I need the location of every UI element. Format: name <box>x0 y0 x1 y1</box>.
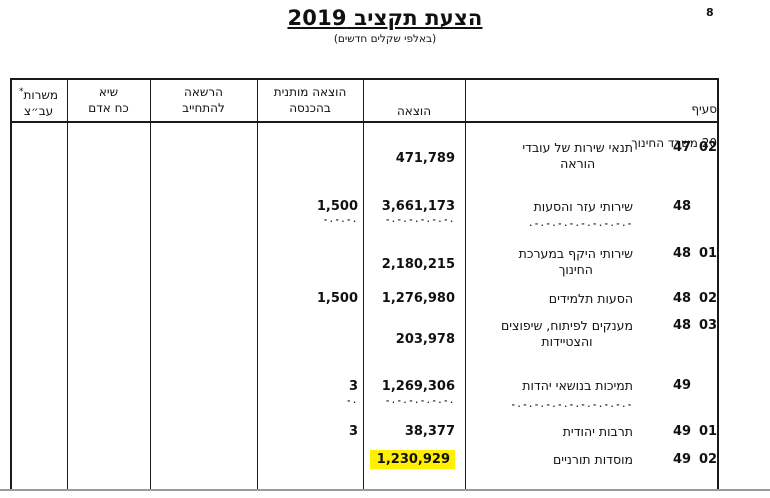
header-ministry: 20 משרד החינוך <box>631 136 717 150</box>
row-chapter: 48 <box>673 318 692 333</box>
row-expense: 1,269,306 <box>381 379 455 394</box>
row-expense: 1,276,980 <box>381 291 455 306</box>
header-positions-word: משרות <box>23 88 59 102</box>
row-name: שירותי עזר והסעות <box>533 199 633 214</box>
row-name: תמיכות בנושאי יהדות <box>522 378 633 393</box>
row-conditional-dashes: -. <box>346 396 358 405</box>
header-positions-line2: עב״צ <box>23 104 54 118</box>
row-expense: 3,661,173 <box>381 199 455 214</box>
header-manpower-line2: כח אדם <box>88 101 129 115</box>
row-program: 03 <box>699 318 718 333</box>
row-chapter: 47 <box>673 140 692 155</box>
row-program: 02 <box>699 140 718 155</box>
table-column-divider <box>67 80 68 490</box>
row-expense: 471,789 <box>395 151 455 166</box>
row-name: מוסדות תורניים <box>553 452 633 467</box>
header-manpower-line1: שיא <box>98 85 119 99</box>
row-chapter: 48 <box>673 199 692 214</box>
footnote-asterisk: * <box>18 87 24 97</box>
header-section: סעיף 20 משרד החינוך <box>631 84 717 152</box>
header-authorization-line1: הרשאה <box>184 85 223 99</box>
row-program: 01 <box>699 424 718 439</box>
row-expense: 38,377 <box>404 424 455 439</box>
row-expense-highlighted: 1,230,929 <box>369 450 455 469</box>
row-name-dashes: -.-.-.-.-.-.-.-.-.-.- <box>510 400 633 409</box>
row-conditional: 3 <box>348 379 358 394</box>
header-positions: משרות* עב״צ <box>10 84 67 119</box>
table-column-divider <box>363 80 364 490</box>
row-expense: 203,978 <box>395 332 455 347</box>
header-manpower: שיא כח אדם <box>67 84 150 116</box>
row-conditional: 3 <box>348 424 358 439</box>
row-program: 01 <box>699 246 718 261</box>
row-chapter: 49 <box>673 452 692 467</box>
row-conditional: 1,500 <box>316 199 358 214</box>
viewport-bottom-edge <box>0 489 770 491</box>
row-expense: 2,180,215 <box>381 257 455 272</box>
row-program: 02 <box>699 291 718 306</box>
row-conditional-dashes: -.-.-. <box>323 215 358 224</box>
row-chapter: 48 <box>673 291 692 306</box>
row-name-dashes: -.-.-.-.-.-.-.-.-. <box>528 219 633 228</box>
row-expense-dashes: -.-.-.-.-.-. <box>385 215 455 224</box>
row-chapter: 48 <box>673 246 692 261</box>
page-number: 8 <box>706 6 714 19</box>
header-section-label: סעיף <box>691 102 717 116</box>
row-name: הסעות תלמידים <box>548 291 633 306</box>
document-subtitle: (באלפי שקלים חדשים) <box>333 33 437 45</box>
header-conditional-expense: הוצאה מותנית בהכנסה <box>257 84 363 116</box>
row-program: 02 <box>699 452 718 467</box>
header-authorization-line2: להתחייב <box>182 101 225 115</box>
document-title: הצעת תקציב 2019 <box>287 6 483 30</box>
row-expense-dashes: -.-.-.-.-.-. <box>385 396 455 405</box>
table-column-divider <box>465 80 466 490</box>
row-name: שירותי היקף במערכת החינוך <box>518 246 633 277</box>
table-header-rule <box>10 121 719 123</box>
title-block: הצעת תקציב 2019 (באלפי שקלים חדשים) <box>0 6 770 45</box>
table-column-divider <box>150 80 151 490</box>
header-expense: הוצאה <box>396 104 432 118</box>
row-name: תנאי שירות של עובדי הוראה <box>522 140 633 171</box>
row-conditional: 1,500 <box>316 291 358 306</box>
row-chapter: 49 <box>673 378 692 393</box>
header-conditional-line2: בהכנסה <box>289 101 331 115</box>
row-name: מענקים לפיתוח, שיפוצים והצטיידות <box>500 318 633 349</box>
header-authorization: הרשאה להתחייב <box>150 84 257 116</box>
table-column-divider <box>257 80 258 490</box>
row-name: תרבות יהודית <box>562 424 633 439</box>
table-outer-border <box>10 78 719 491</box>
header-conditional-line1: הוצאה מותנית <box>273 85 347 99</box>
row-chapter: 49 <box>673 424 692 439</box>
